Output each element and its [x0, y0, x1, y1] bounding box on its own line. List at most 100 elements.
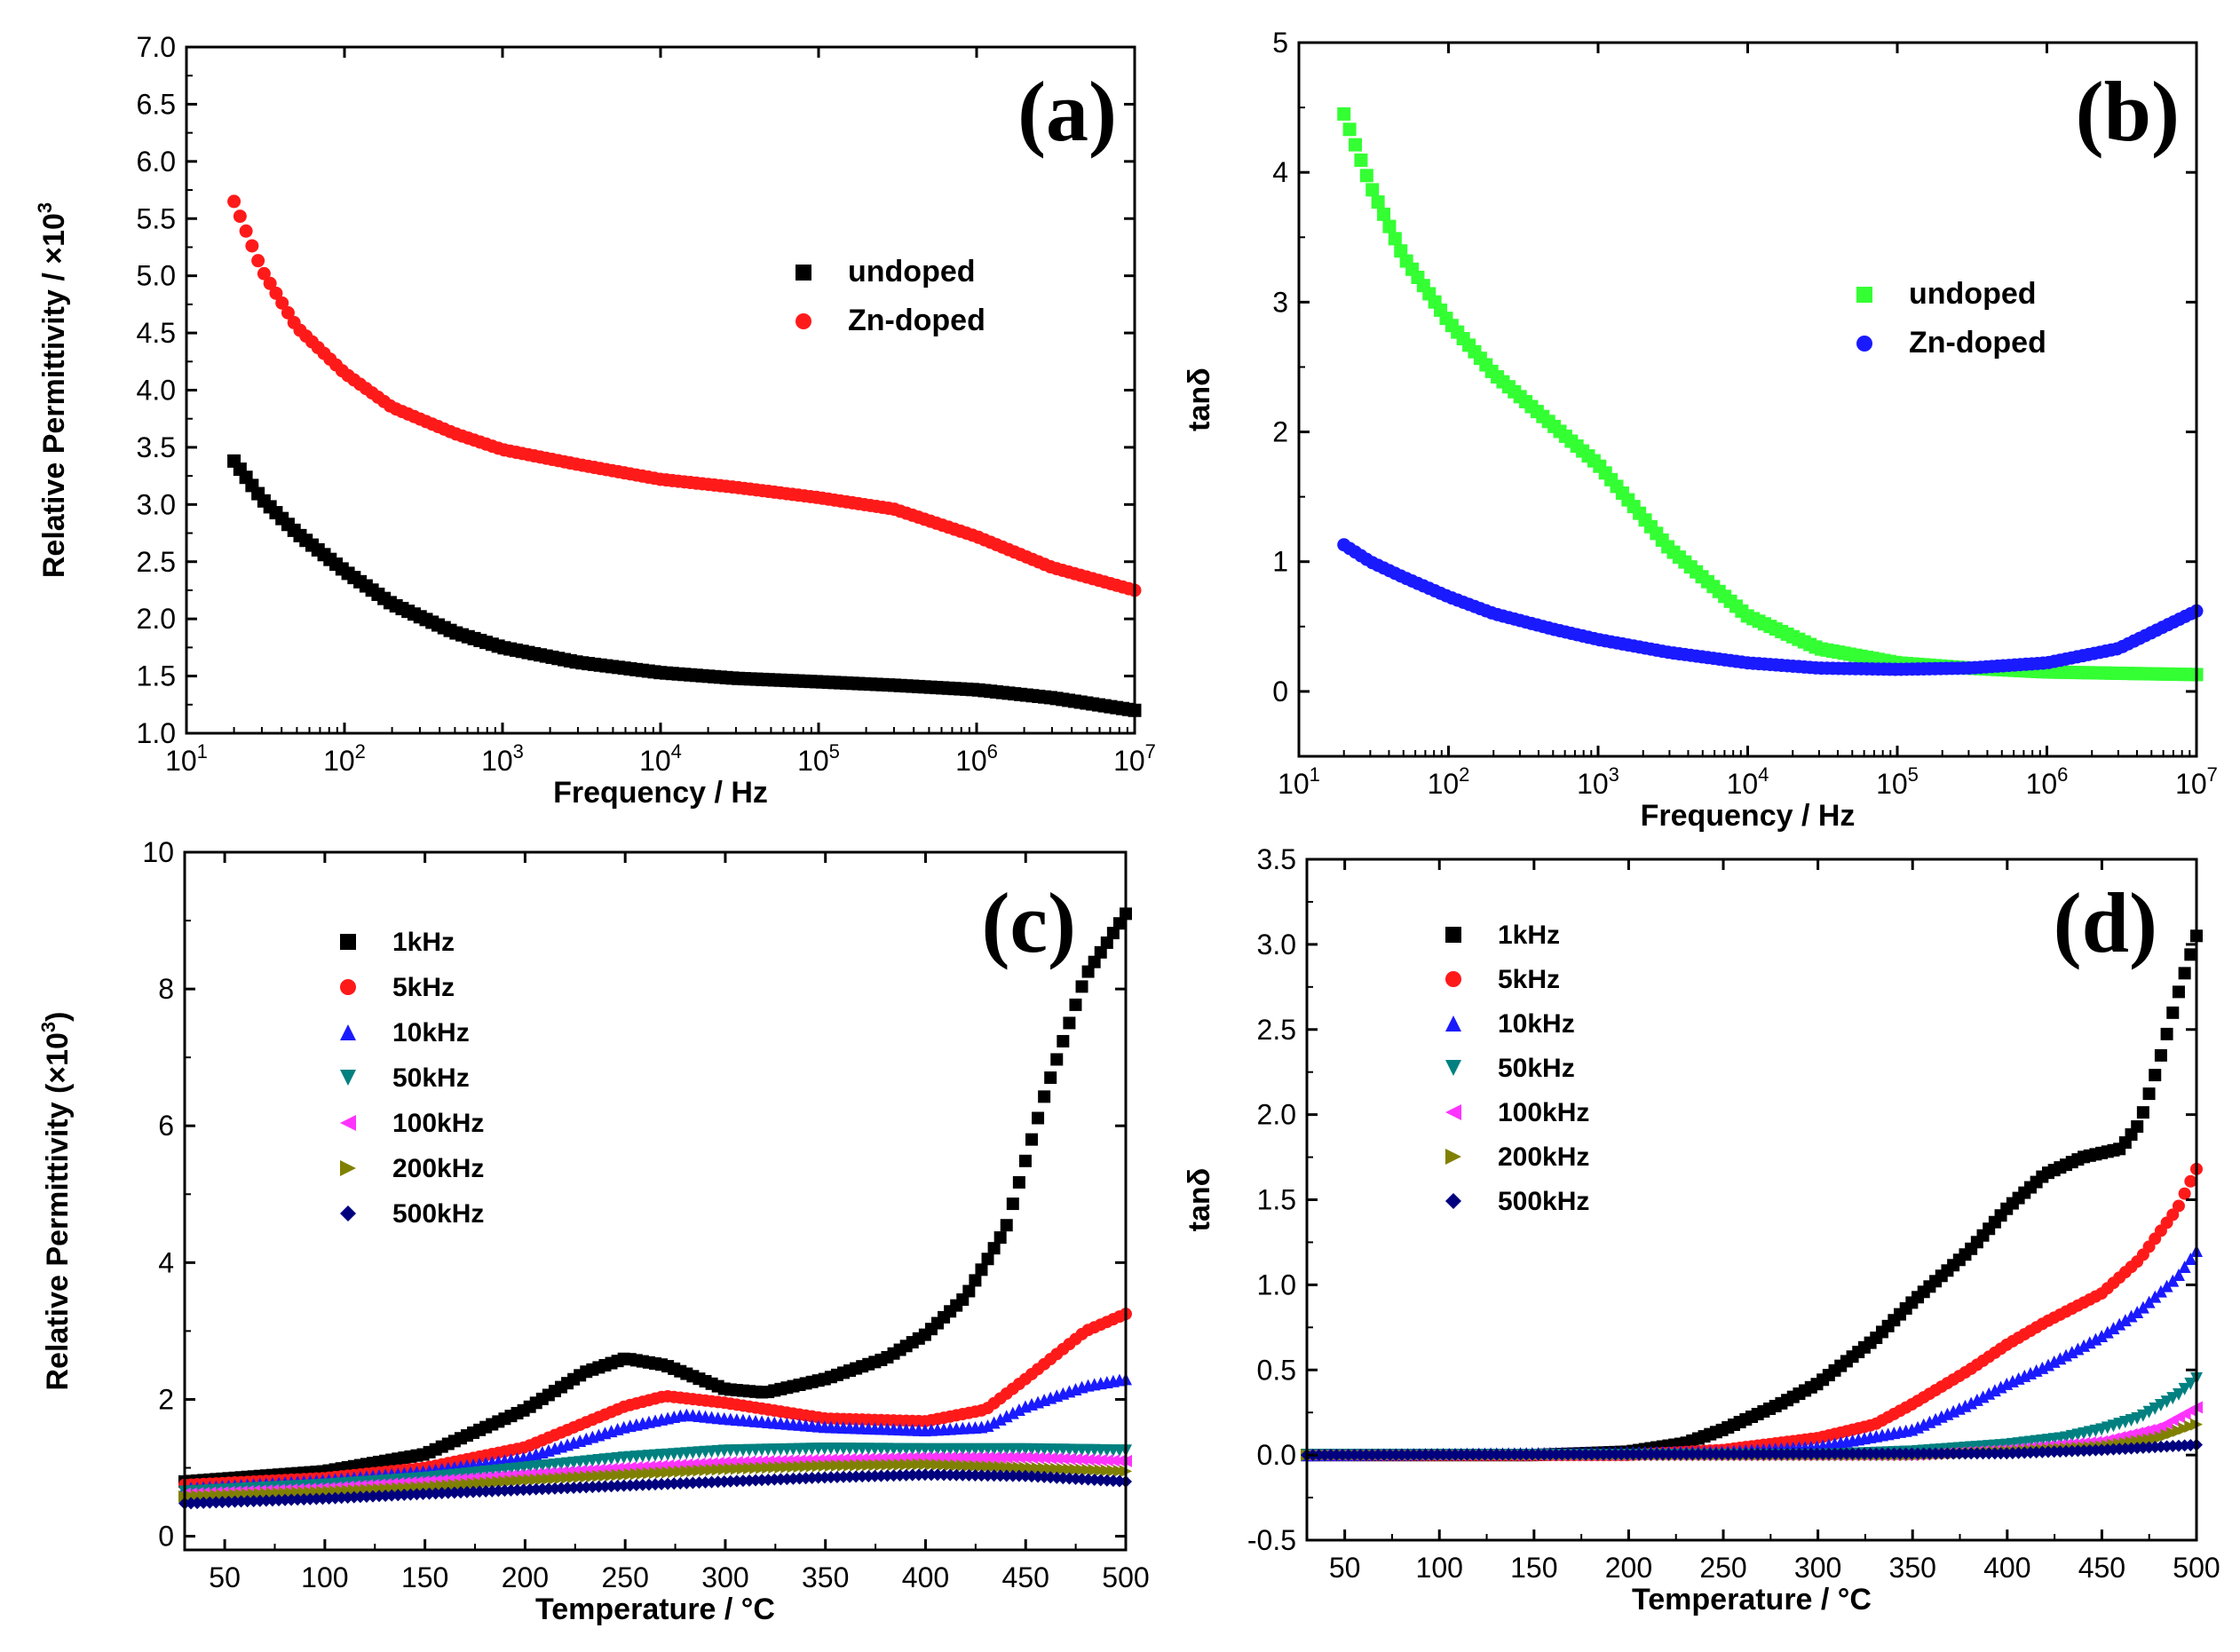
legend-marker [1445, 1104, 1461, 1120]
data-point [467, 1477, 480, 1490]
legend-label: 1kHz [392, 928, 455, 957]
data-point [1088, 1453, 1101, 1466]
plot-area [1301, 929, 2203, 1462]
data-point [924, 1458, 938, 1471]
data-point [661, 1466, 675, 1479]
y-tick-label: 2.0 [137, 603, 176, 635]
data-point [279, 1487, 292, 1500]
data-point [253, 1487, 266, 1500]
legend-label: 200kHz [392, 1154, 484, 1183]
panel-label: (d) [2054, 875, 2157, 970]
y-tick-label: 0 [158, 1521, 174, 1553]
data-point [756, 1461, 769, 1474]
data-point [793, 1460, 806, 1474]
data-point [1081, 1453, 1095, 1466]
data-point [216, 1489, 229, 1502]
data-point [981, 1419, 994, 1433]
data-point [993, 1450, 1007, 1464]
data-point [2060, 1348, 2073, 1362]
data-point [743, 1462, 756, 1475]
chart-panel-a: 1.01.52.02.53.03.54.04.55.05.56.06.57.01… [34, 31, 1156, 810]
data-point [1112, 1454, 1126, 1467]
data-point [1032, 1451, 1045, 1465]
data-point [210, 1489, 223, 1502]
data-point [969, 1450, 982, 1464]
x-axis-label: Temperature / °C [535, 1593, 775, 1626]
x-tick-label: 250 [1699, 1552, 1746, 1584]
data-point [367, 1482, 379, 1496]
x-tick-label: 102 [1428, 763, 1470, 800]
data-point [373, 1482, 386, 1496]
data-point [605, 1469, 618, 1482]
data-point [2149, 1290, 2162, 1303]
data-point [1032, 1111, 1045, 1125]
data-point [918, 1458, 931, 1471]
data-point [492, 1475, 505, 1489]
data-point [1057, 1462, 1070, 1475]
data-point [1976, 1390, 1990, 1403]
y-tick-label: 1.5 [137, 660, 176, 692]
data-point [1025, 1461, 1038, 1474]
data-point [2184, 1377, 2197, 1390]
data-point [429, 1480, 442, 1493]
data-point [1106, 1464, 1120, 1477]
data-point [392, 1482, 405, 1495]
data-point [981, 1253, 994, 1266]
data-point [1075, 1463, 1088, 1476]
data-point [774, 1460, 788, 1474]
data-point [454, 1478, 467, 1491]
data-point [360, 1483, 373, 1497]
data-point [2142, 1087, 2156, 1101]
data-point [2071, 1342, 2085, 1356]
data-point [981, 1460, 994, 1474]
data-point [1075, 1453, 1088, 1466]
data-point [868, 1458, 882, 1472]
legend-label: Zn-doped [848, 304, 985, 337]
data-point [247, 1488, 260, 1501]
data-point [1012, 1403, 1025, 1416]
data-point [969, 1459, 982, 1473]
x-tick-label: 300 [701, 1561, 748, 1593]
data-point [912, 1458, 925, 1471]
data-point [222, 1489, 235, 1502]
data-point [257, 266, 271, 281]
data-point [498, 1474, 511, 1488]
data-point [975, 1459, 988, 1473]
data-point [2047, 1355, 2061, 1368]
data-point [1069, 1463, 1082, 1476]
data-point [881, 1458, 894, 1472]
data-point [511, 1474, 524, 1488]
data-point [862, 1458, 875, 1472]
data-point [768, 1461, 781, 1474]
legend: 1kHz 5kHz 10kHz 50kHz 100kHz 200kHz 500kHz [340, 928, 484, 1229]
data-point [856, 1458, 869, 1472]
y-axis-label: Relative Permittivity (×103) [37, 1011, 75, 1390]
data-point [265, 1487, 279, 1500]
data-point [567, 1471, 581, 1484]
legend: 1kHz 5kHz 10kHz 50kHz 100kHz 200kHz 500kHz [1445, 921, 1589, 1216]
data-point [1012, 1175, 1025, 1189]
y-axis-label: tanδ [1183, 368, 1216, 431]
data-point [1000, 1450, 1013, 1464]
x-tick-label: 103 [1577, 763, 1619, 800]
data-point [1032, 1462, 1045, 1475]
x-tick-label: 200 [1605, 1552, 1652, 1584]
data-point [1337, 107, 1351, 121]
y-tick-label: 1.0 [1257, 1269, 1296, 1300]
data-point [529, 1473, 542, 1486]
data-point [1983, 1387, 1996, 1400]
data-point [322, 1485, 336, 1498]
data-point [473, 1476, 487, 1490]
y-axis-label: Relative Permittivity / ×103 [34, 202, 71, 578]
data-point [981, 1450, 994, 1464]
data-point [1081, 965, 1095, 978]
data-point [592, 1469, 606, 1482]
x-tick-label: 101 [165, 740, 208, 777]
x-tick-label: 105 [797, 740, 840, 777]
x-axis: 50 100 150 200 250 300 350 400 450 500 [1329, 859, 2220, 1584]
data-point [233, 209, 247, 224]
data-point [535, 1473, 549, 1486]
legend-marker [1856, 336, 1872, 352]
data-point [1100, 1454, 1113, 1467]
